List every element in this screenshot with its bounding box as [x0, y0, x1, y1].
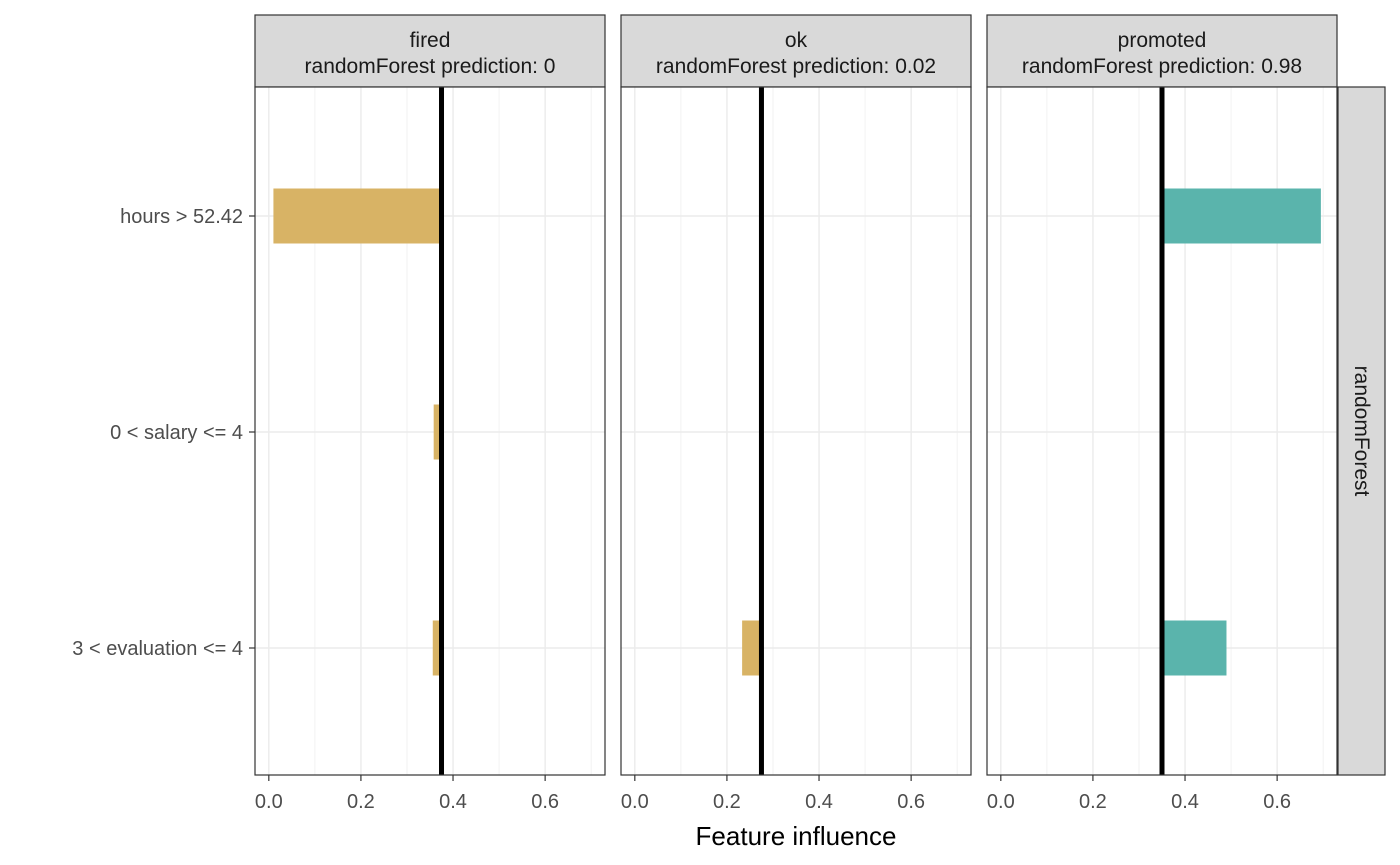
- panel-promoted: promoted randomForest prediction: 0.98 0.0…: [986, 14, 1338, 813]
- panel-plot-area: [621, 87, 971, 775]
- x-tick-label: 0.2: [713, 791, 741, 813]
- x-axis-title: Feature influence: [696, 821, 897, 851]
- x-tick-label: 0.6: [897, 791, 925, 813]
- y-axis-category-labels: hours > 52.42 0 < salary <= 4 3 < evaluati…: [72, 206, 255, 660]
- bar-promoted-hours-52-42: [1162, 188, 1321, 244]
- x-tick-label: 0.2: [347, 791, 375, 813]
- panel-subtitle-ok: randomForest prediction: 0.02: [656, 55, 936, 78]
- y-category-label-hours-52-42: hours > 52.42: [120, 206, 243, 228]
- panel-label-promoted: promoted: [1118, 29, 1207, 52]
- panel-strip-promoted: [986, 14, 1338, 88]
- panel-strip-fired: [254, 14, 606, 88]
- bar-fired-0-salary-4: [433, 404, 442, 460]
- x-tick-label: 0.4: [439, 791, 467, 813]
- facet-panels: fired randomForest prediction: 0 0.0 0.2 0.4…: [254, 14, 1338, 813]
- x-tick-label: 0.0: [621, 791, 649, 813]
- x-tick-label: 0.0: [987, 791, 1015, 813]
- panel-subtitle-promoted: randomForest prediction: 0.98: [1022, 55, 1302, 78]
- panel-border: [620, 86, 972, 776]
- y-category-label-0-salary-4: 0 < salary <= 4: [110, 422, 243, 444]
- panel-subtitle-fired: randomForest prediction: 0: [305, 55, 556, 78]
- row-strip: randomForest: [1337, 86, 1386, 776]
- panel-strip-ok: [620, 14, 972, 88]
- bar-fired-3-evaluation-4: [432, 620, 442, 676]
- bar-fired-hours-52-42: [273, 188, 442, 244]
- panel-border: [986, 86, 1338, 776]
- x-tick-label: 0.4: [1171, 791, 1199, 813]
- panel-border: [254, 86, 606, 776]
- row-strip-label: randomForest: [1350, 366, 1373, 497]
- x-tick-label: 0.2: [1079, 791, 1107, 813]
- x-tick-label: 0.6: [1263, 791, 1291, 813]
- x-tick-label: 0.6: [531, 791, 559, 813]
- row-strip-background: [1337, 86, 1386, 776]
- panel-label-fired: fired: [410, 29, 451, 52]
- bar-ok-3-evaluation-4: [742, 620, 762, 676]
- panel-ok: ok randomForest prediction: 0.02 0.0 0.2 0.4…: [620, 14, 972, 813]
- bar-promoted-3-evaluation-4: [1162, 620, 1227, 676]
- y-category-label-3-evaluation-4: 3 < evaluation <= 4: [72, 638, 243, 660]
- panel-label-ok: ok: [785, 29, 808, 52]
- x-tick-label: 0.4: [805, 791, 833, 813]
- panel-fired: fired randomForest prediction: 0 0.0 0.2 0.4…: [254, 14, 606, 813]
- x-tick-label: 0.0: [255, 791, 283, 813]
